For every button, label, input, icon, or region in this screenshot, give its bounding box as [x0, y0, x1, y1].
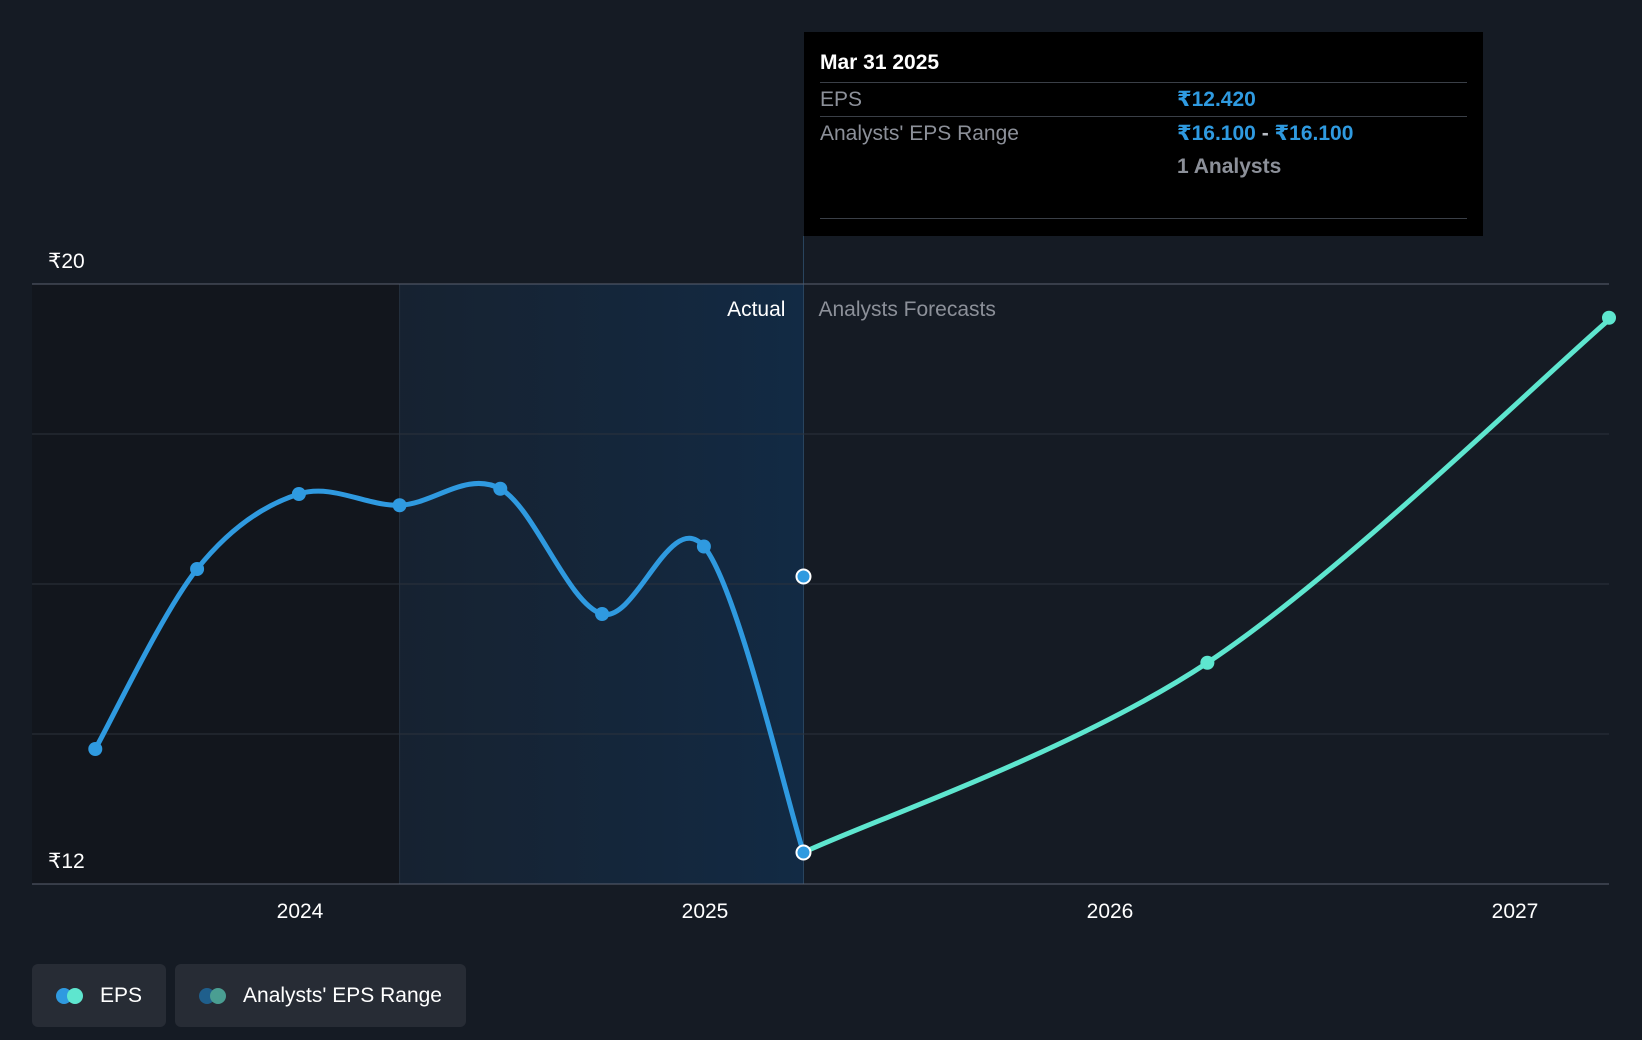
- legend-item-eps-range[interactable]: Analysts' EPS Range: [175, 964, 466, 1027]
- eps-forecast-point[interactable]: [1602, 310, 1616, 325]
- eps-actual-point[interactable]: [595, 607, 610, 621]
- tooltip-range-row: Analysts' EPS Range ₹16.100 - ₹16.100: [820, 116, 1467, 150]
- tooltip-date: Mar 31 2025: [820, 51, 940, 74]
- eps-actual-point[interactable]: [696, 539, 711, 554]
- eps-range-marker[interactable]: [795, 568, 812, 585]
- eps-actual-point[interactable]: [392, 498, 407, 513]
- tooltip-eps-value: ₹12.420: [1177, 88, 1256, 111]
- eps-actual-point[interactable]: [291, 487, 306, 501]
- tooltip-range-low: ₹16.100: [1177, 122, 1256, 145]
- eps-actual-point[interactable]: [190, 562, 205, 576]
- tooltip-eps-row: EPS ₹12.420: [820, 82, 1467, 116]
- x-tick-label: 2024: [277, 900, 324, 923]
- eps-actual-point[interactable]: [88, 742, 103, 756]
- legend-eps-swatch: [56, 987, 86, 1004]
- eps-forecast-point[interactable]: [1200, 655, 1215, 670]
- legend-range-dot-forecast: [210, 987, 227, 1004]
- legend-range-swatch: [199, 987, 229, 1004]
- legend-range-label: Analysts' EPS Range: [243, 983, 442, 1007]
- legend: EPS Analysts' EPS Range: [32, 964, 466, 1027]
- x-tick-label: 2025: [682, 900, 729, 923]
- tooltip-analysts: 1 Analysts: [1177, 154, 1282, 178]
- eps-hover-point[interactable]: [795, 844, 812, 861]
- x-tick-label: 2026: [1087, 900, 1134, 923]
- tooltip: Mar 31 2025 EPS ₹12.420 Analysts' EPS Ra…: [804, 32, 1483, 236]
- y-tick-label-bottom: ₹12: [48, 850, 85, 873]
- legend-item-eps[interactable]: EPS: [32, 964, 167, 1027]
- eps-actual-point[interactable]: [493, 481, 508, 496]
- tooltip-range-high: ₹16.100: [1274, 122, 1354, 145]
- tooltip-eps-label: EPS: [820, 87, 863, 111]
- legend-eps-label: EPS: [100, 983, 143, 1007]
- y-tick-label-top: ₹20: [48, 250, 85, 273]
- tooltip-range-label: Analysts' EPS Range: [820, 121, 1019, 145]
- eps-forecast-line: [800, 315, 1614, 855]
- actual-region-label: Actual: [727, 298, 785, 321]
- x-tick-label: 2027: [1492, 900, 1539, 923]
- forecast-region-label: Analysts Forecasts: [818, 298, 995, 321]
- tooltip-range-sep-text: -: [1261, 121, 1269, 145]
- legend-eps-dot-forecast: [67, 987, 83, 1004]
- tooltip-range-sep: -: [1256, 122, 1275, 146]
- tooltip-divider: [820, 218, 1467, 219]
